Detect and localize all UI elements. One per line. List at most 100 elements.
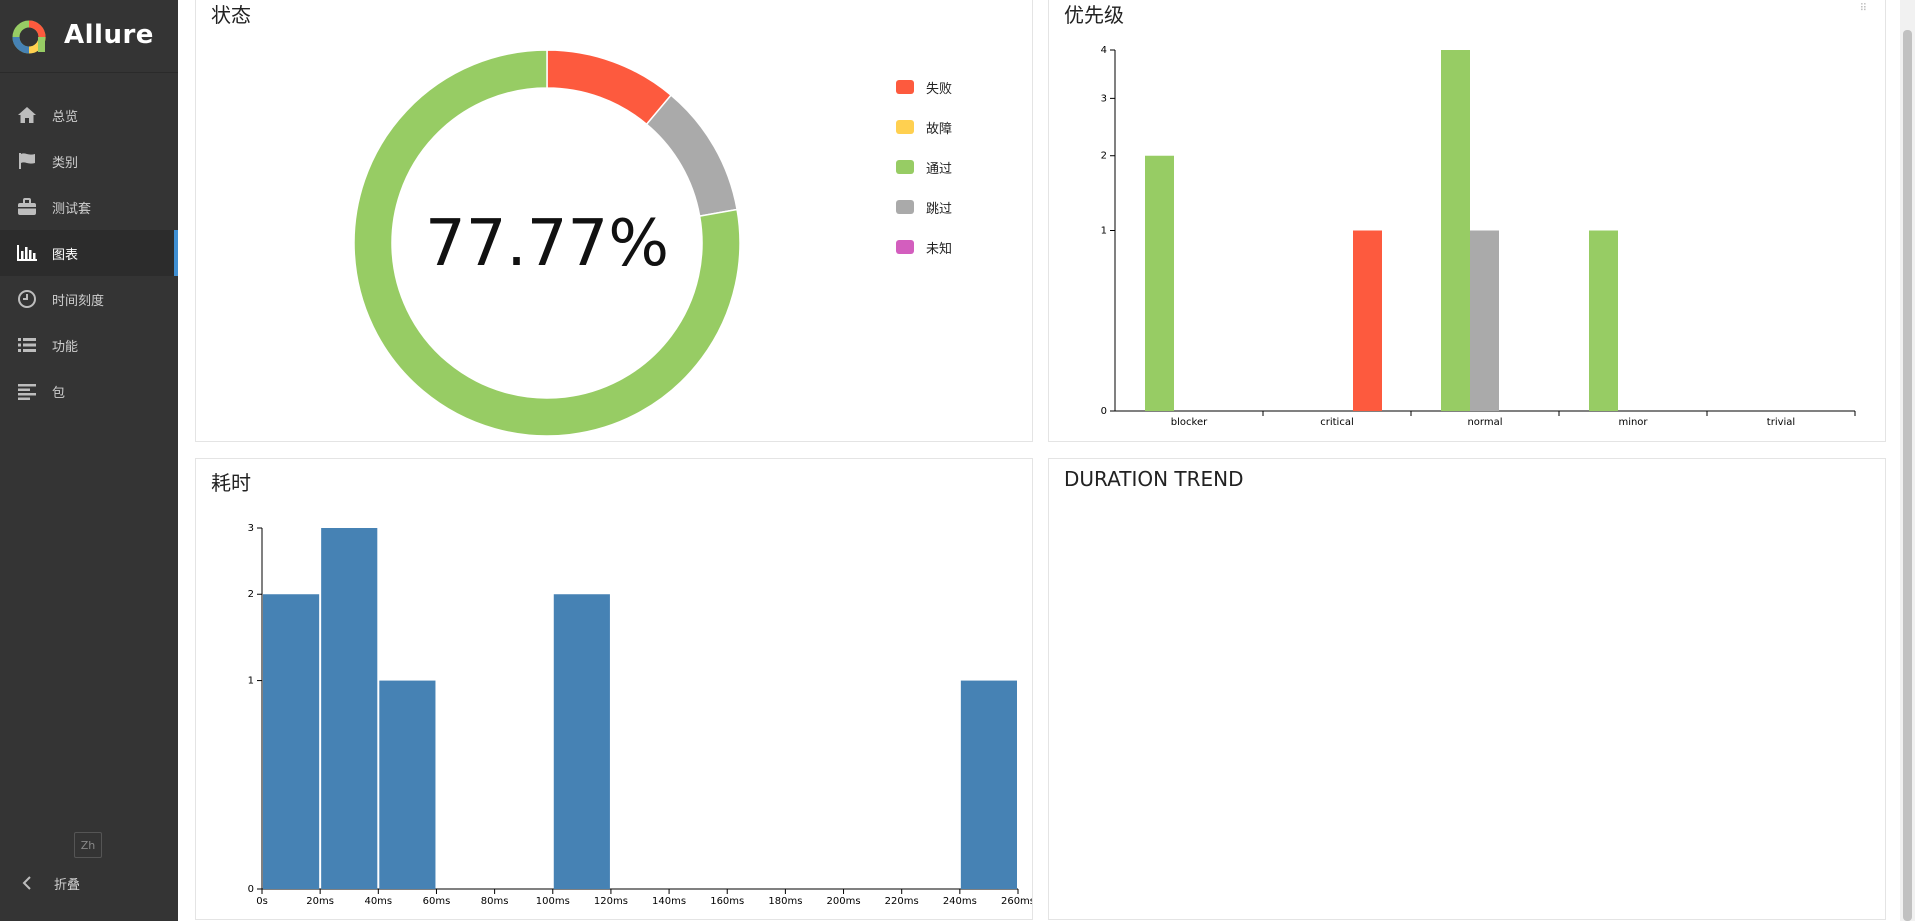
legend-item-skipped[interactable]: 跳过 [896, 187, 952, 227]
duration-bar[interactable] [553, 594, 610, 889]
x-tick-label: 140ms [652, 896, 686, 907]
align-left-icon [16, 380, 38, 402]
x-tick-label: 160ms [710, 896, 744, 907]
donut-slice[interactable] [353, 49, 741, 437]
y-tick-label: 3 [1101, 93, 1107, 104]
duration-bar[interactable] [960, 680, 1017, 889]
sidebar: Allure 总览 类别 测试套 [0, 0, 178, 921]
list-icon [16, 334, 38, 356]
collapse-label: 折叠 [54, 877, 81, 893]
x-tick-label: 40ms [364, 896, 392, 907]
legend-swatch-passed [896, 160, 914, 174]
sidebar-item-label: 功能 [52, 339, 79, 355]
legend-item-unknown[interactable]: 未知 [896, 227, 952, 267]
sidebar-item-timeline[interactable]: 时间刻度 [0, 276, 178, 322]
y-tick-label: 3 [248, 523, 254, 534]
severity-bar-passed[interactable] [1145, 155, 1174, 411]
severity-bar-passed[interactable] [1589, 230, 1618, 412]
legend-item-broken[interactable]: 故障 [896, 107, 952, 147]
legend-label: 失败 [926, 81, 953, 97]
x-tick-label: 60ms [423, 896, 451, 907]
status-center-label: 77.77% [425, 207, 669, 281]
y-tick-label: 0 [248, 884, 254, 895]
duration-trend-title: DURATION TREND [1064, 467, 1244, 491]
sidebar-nav: 总览 类别 测试套 图表 [0, 92, 178, 414]
sidebar-item-label: 总览 [52, 109, 79, 125]
duration-widget-title: 耗时 [211, 471, 251, 495]
y-tick-label: 2 [248, 589, 254, 600]
main-content: 状态 77.77% 失败 故障 通过 跳过 [178, 0, 1900, 921]
bar-chart-icon [16, 242, 38, 264]
x-tick-label: critical [1320, 417, 1354, 428]
legend-label: 未知 [926, 241, 953, 257]
sidebar-item-label: 类别 [52, 155, 79, 171]
severity-bar-skipped[interactable] [1470, 230, 1499, 412]
x-tick-label: 240ms [943, 896, 977, 907]
legend-swatch-skipped [896, 200, 914, 214]
flag-icon [16, 150, 38, 172]
duration-widget: 耗时 0 1 2 3 0s 20ms 40ms 60ms 80ms 100ms 120ms 140ms… [195, 458, 1033, 920]
collapse-sidebar-button[interactable]: 折叠 [0, 866, 178, 900]
severity-widget: 优先级 ⠿ 0 1 2 3 4 blocker critical normal minor tri… [1048, 0, 1886, 442]
y-tick-label: 4 [1101, 45, 1107, 56]
legend-label: 故障 [926, 121, 953, 137]
donut-slice[interactable] [546, 49, 673, 126]
briefcase-icon [16, 196, 38, 218]
legend-item-failed[interactable]: 失败 [896, 67, 952, 107]
legend-swatch-unknown [896, 240, 914, 254]
x-tick-label: 260ms [1001, 896, 1032, 907]
sidebar-item-label: 测试套 [52, 201, 92, 217]
legend-swatch-failed [896, 80, 914, 94]
legend-swatch-broken [896, 120, 914, 134]
chevron-left-icon [16, 872, 38, 894]
severity-bar-passed[interactable] [1441, 50, 1470, 411]
drag-handle-icon[interactable]: ⠿ [1859, 3, 1867, 14]
x-tick-label: 0s [256, 896, 268, 907]
y-tick-label: 2 [1101, 151, 1107, 162]
clock-icon [16, 288, 38, 310]
page-scrollbar[interactable] [1900, 0, 1915, 921]
sidebar-item-overview[interactable]: 总览 [0, 92, 178, 138]
severity-bar-chart: 0 1 2 3 4 blocker critical normal minor trivial [1101, 45, 1856, 428]
sidebar-item-graphs[interactable]: 图表 [0, 230, 178, 276]
brand[interactable]: Allure [0, 0, 178, 73]
home-icon [16, 104, 38, 126]
sidebar-item-suites[interactable]: 测试套 [0, 184, 178, 230]
allure-logo-icon [12, 20, 46, 54]
duration-histogram: 0 1 2 3 0s 20ms 40ms 60ms 80ms 100ms 120ms 140ms 160… [248, 523, 1032, 907]
x-tick-label: 120ms [594, 896, 628, 907]
status-legend: 失败 故障 通过 跳过 未知 [896, 67, 952, 267]
y-tick-label: 0 [1101, 406, 1107, 417]
duration-bar[interactable] [321, 528, 378, 889]
x-tick-label: normal [1467, 417, 1502, 428]
x-tick-label: minor [1618, 417, 1648, 428]
sidebar-item-packages[interactable]: 包 [0, 368, 178, 414]
sidebar-item-categories[interactable]: 类别 [0, 138, 178, 184]
y-tick-label: 1 [1101, 226, 1107, 237]
x-tick-label: 200ms [827, 896, 861, 907]
scrollbar-thumb[interactable] [1903, 30, 1912, 921]
x-tick-label: 220ms [885, 896, 919, 907]
x-tick-label: 100ms [536, 896, 570, 907]
status-donut-chart: 77.77% [353, 49, 741, 437]
sidebar-item-behaviors[interactable]: 功能 [0, 322, 178, 368]
legend-item-passed[interactable]: 通过 [896, 147, 952, 187]
severity-bar-failed[interactable] [1353, 230, 1382, 412]
status-widget: 状态 77.77% 失败 故障 通过 跳过 [195, 0, 1033, 442]
legend-label: 跳过 [926, 201, 953, 217]
x-tick-label: blocker [1171, 417, 1208, 428]
sidebar-item-label: 时间刻度 [52, 293, 105, 309]
sidebar-item-label: 包 [52, 385, 66, 401]
duration-trend-widget: DURATION TREND [1048, 458, 1886, 920]
severity-widget-title: 优先级 [1064, 3, 1124, 27]
donut-slice[interactable] [645, 94, 738, 217]
duration-bar[interactable] [379, 680, 436, 889]
status-widget-title: 状态 [211, 3, 251, 27]
x-tick-label: 80ms [481, 896, 509, 907]
brand-name: Allure [64, 20, 154, 50]
legend-label: 通过 [926, 161, 953, 177]
language-switch-button[interactable]: Zh [74, 832, 102, 858]
sidebar-item-label: 图表 [52, 247, 79, 263]
duration-bar[interactable] [263, 594, 320, 889]
